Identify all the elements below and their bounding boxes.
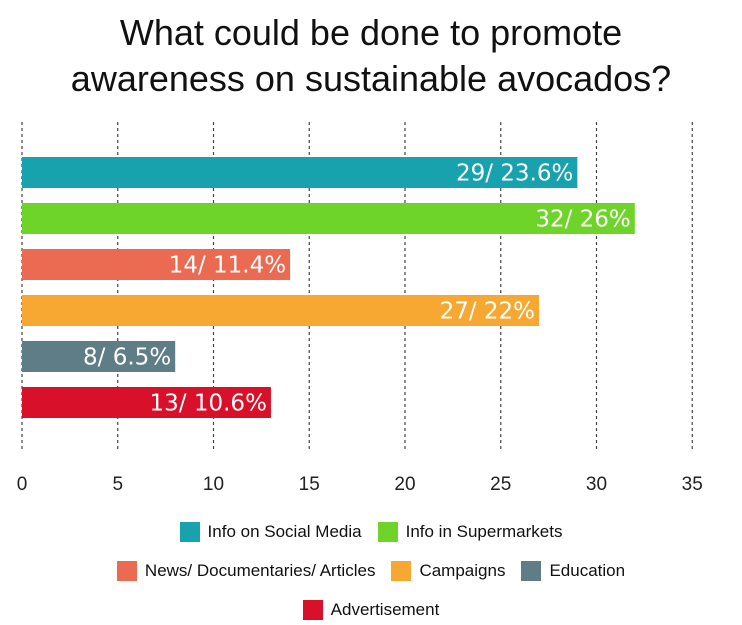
- bar-advertisement: [22, 387, 271, 418]
- x-tick-label: 15: [299, 474, 320, 495]
- legend-item: News/ Documentaries/ Articles: [116, 561, 376, 581]
- legend-swatch: [302, 600, 323, 620]
- bar-news-documentaries-articles: [22, 249, 291, 280]
- bar-education: [22, 341, 176, 372]
- legend-swatch: [116, 561, 137, 581]
- bar-info-on-social-media: [22, 157, 578, 188]
- legend-item: Advertisement: [302, 600, 440, 620]
- x-tick-label: 0: [17, 474, 28, 495]
- legend-label: Info in Supermarkets: [405, 522, 563, 541]
- chart-title-line-1: What could be done to promote: [119, 12, 623, 53]
- legend-row-2: News/ Documentaries/ Articles Campaigns Ed…: [0, 561, 742, 586]
- x-tick-label: 25: [490, 474, 511, 495]
- bar-chart: 29/ 23.6% 32/ 26% 14/ 11.4% 27/ 22% 8/ 6.5% 1…: [17, 122, 703, 495]
- bar-data-label: 13/ 10.6%: [150, 391, 267, 417]
- legend-swatch: [391, 561, 412, 581]
- legend-item: Education: [521, 561, 625, 581]
- bar-data-label: 27/ 22%: [440, 299, 535, 325]
- chart-title: What could be done to promote awareness …: [0, 10, 742, 102]
- chart-title-line-2: awareness on sustainable avocados?: [70, 58, 672, 99]
- legend-item: Info on Social Media: [179, 522, 362, 542]
- bar-data-label: 32/ 26%: [535, 207, 630, 233]
- x-tick-label: 35: [682, 474, 703, 495]
- x-tick-label: 10: [203, 474, 224, 495]
- legend-label: News/ Documentaries/ Articles: [144, 561, 376, 580]
- legend-label: Info on Social Media: [207, 522, 362, 541]
- legend-swatch: [521, 561, 542, 581]
- x-tick-label: 30: [586, 474, 607, 495]
- legend-item: Campaigns: [391, 561, 505, 581]
- bar-campaigns: [22, 295, 540, 326]
- legend-row-3: Advertisement: [0, 600, 742, 625]
- bar-info-in-supermarkets: [22, 203, 635, 234]
- x-tick-label: 20: [394, 474, 415, 495]
- x-tick-label: 5: [112, 474, 123, 495]
- bars: 29/ 23.6% 32/ 26% 14/ 11.4% 27/ 22% 8/ 6.5% 1…: [22, 157, 635, 418]
- legend-row-1: Info on Social Media Info in Supermarkets: [0, 522, 742, 547]
- legend-label: Campaigns: [419, 561, 506, 580]
- x-axis-ticks: 0 5 10 15 20 25 30 35: [17, 474, 703, 495]
- bar-data-label: 29/ 23.6%: [456, 161, 573, 187]
- legend-swatch: [377, 522, 398, 542]
- legend-item: Info in Supermarkets: [377, 522, 563, 542]
- legend-label: Advertisement: [330, 600, 440, 619]
- legend-swatch: [179, 522, 200, 542]
- bar-data-label: 8/ 6.5%: [83, 345, 171, 371]
- legend-label: Education: [549, 561, 626, 580]
- bar-data-label: 14/ 11.4%: [169, 253, 286, 279]
